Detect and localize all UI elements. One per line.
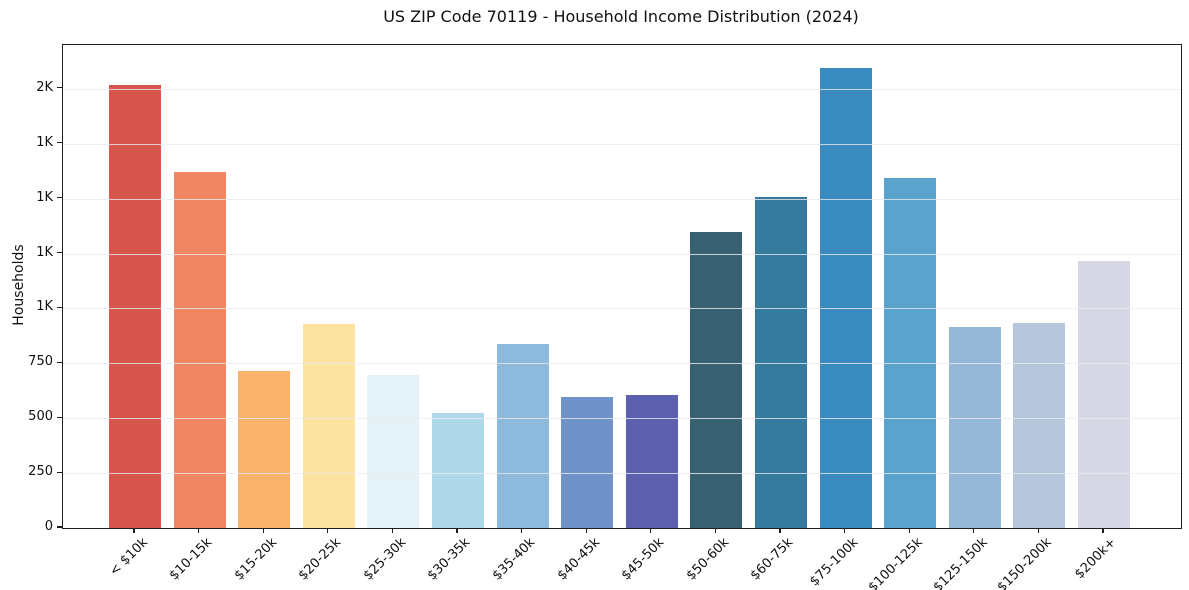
- y-tick-mark: [57, 142, 62, 144]
- x-tick-label: $100-125k: [865, 535, 926, 590]
- plot-area: [62, 44, 1182, 529]
- y-tick-mark: [57, 526, 62, 528]
- bar: [109, 84, 161, 528]
- x-tick-mark: [779, 528, 781, 533]
- bar: [561, 397, 614, 528]
- x-tick-mark: [198, 528, 200, 533]
- y-tick-mark: [57, 251, 62, 254]
- gridline: [63, 473, 1181, 475]
- x-tick-label: $125-150k: [930, 535, 991, 590]
- x-tick-label: $35-40k: [489, 535, 539, 584]
- y-tick-mark: [57, 416, 62, 418]
- bar: [625, 395, 678, 528]
- x-tick-mark: [327, 528, 329, 533]
- x-tick-label: $45-50k: [618, 535, 668, 584]
- x-tick-mark: [585, 528, 587, 533]
- gridline: [63, 198, 1181, 200]
- y-tick-mark: [57, 306, 62, 309]
- gridline: [63, 253, 1181, 255]
- y-tick-mark: [57, 361, 62, 363]
- y-tick-mark: [57, 87, 62, 89]
- bar: [432, 412, 484, 528]
- bar: [496, 343, 549, 528]
- bar: [238, 371, 291, 528]
- x-tick-label: $150-200k: [994, 535, 1056, 590]
- gridline: [63, 88, 1181, 90]
- x-tick-label: $200k+: [1072, 535, 1120, 583]
- bar: [302, 323, 355, 528]
- gridline: [63, 363, 1181, 365]
- bar: [367, 375, 420, 528]
- x-tick-label: $30-35k: [425, 535, 474, 584]
- y-tick-label: 1K: [36, 244, 53, 260]
- x-tick-mark: [973, 528, 975, 533]
- y-tick-label: 0: [44, 519, 53, 534]
- bar: [1013, 322, 1066, 528]
- bar: [173, 172, 226, 528]
- gridline: [63, 143, 1181, 145]
- bar: [884, 177, 937, 528]
- y-tick-label: 1K: [36, 134, 53, 150]
- x-tick-mark: [844, 528, 846, 533]
- x-tick-mark: [133, 528, 135, 533]
- x-tick-label: < $10k: [106, 535, 151, 580]
- y-tick-label: 1K: [36, 189, 53, 205]
- x-tick-label: $60-75k: [748, 535, 797, 584]
- x-tick-label: $75-100k: [806, 535, 862, 590]
- x-tick-mark: [908, 528, 910, 533]
- gridline: [63, 418, 1181, 420]
- x-tick-mark: [650, 528, 652, 533]
- x-tick-mark: [521, 528, 523, 533]
- gridline: [63, 308, 1181, 310]
- x-tick-label: $50-60k: [683, 535, 733, 584]
- y-tick-mark: [57, 471, 62, 473]
- x-tick-mark: [262, 528, 264, 533]
- x-tick-mark: [1102, 528, 1104, 533]
- y-tick-label: 2K: [36, 79, 53, 95]
- x-tick-mark: [714, 528, 716, 533]
- x-tick-label: $25-30k: [360, 535, 410, 584]
- y-tick-label: 500: [28, 409, 53, 425]
- y-tick-label: 750: [28, 354, 53, 370]
- x-tick-mark: [456, 528, 458, 533]
- x-tick-label: $20-25k: [295, 535, 345, 584]
- bar: [1078, 261, 1130, 528]
- bar: [819, 68, 872, 528]
- x-tick-label: $15-20k: [231, 535, 280, 584]
- y-tick-label: 1K: [36, 299, 53, 315]
- x-tick-mark: [391, 528, 393, 533]
- chart-title: US ZIP Code 70119 - Household Income Dis…: [383, 7, 859, 26]
- y-tick-label: 250: [28, 464, 53, 480]
- x-tick-label: $10-15k: [166, 535, 216, 584]
- bar: [948, 327, 1001, 528]
- x-tick-mark: [1037, 528, 1039, 533]
- bar: [755, 196, 807, 528]
- x-tick-label: $40-45k: [554, 535, 603, 584]
- bar: [690, 231, 743, 528]
- y-tick-mark: [57, 197, 62, 199]
